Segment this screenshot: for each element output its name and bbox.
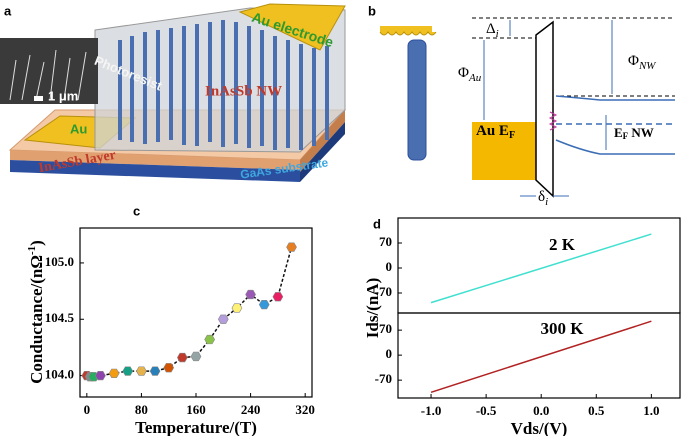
y-tick-label: 0 bbox=[386, 259, 393, 274]
panel-b: b Δi ΦAu ΦNW Au EF EF NW δi bbox=[368, 3, 675, 208]
data-point bbox=[272, 292, 284, 302]
nanowires bbox=[118, 20, 329, 150]
surface-states bbox=[548, 111, 558, 131]
text: Au E bbox=[476, 123, 509, 139]
au-block bbox=[472, 122, 536, 180]
series-line bbox=[430, 320, 652, 393]
au-ef-label: Au EF bbox=[476, 123, 515, 141]
data-point bbox=[190, 351, 202, 362]
label-end: ) bbox=[27, 240, 46, 246]
nanowire bbox=[407, 39, 427, 161]
au-label: Au bbox=[70, 121, 87, 136]
x-axis-label: Vds/(V) bbox=[511, 419, 568, 436]
valence-band bbox=[555, 139, 675, 155]
x-tick-label: 80 bbox=[135, 402, 148, 417]
tip-holder bbox=[380, 26, 432, 32]
subscript: F bbox=[509, 130, 515, 141]
data-point bbox=[217, 314, 229, 324]
panel-label: b bbox=[368, 3, 376, 18]
charts: 104.0 104.5 105.0 0 80 160 240 320 Temperature/(… bbox=[26, 203, 681, 436]
x-tick-label: 160 bbox=[186, 402, 206, 417]
data-point bbox=[95, 370, 106, 381]
x-axis-label: Temperature/(T) bbox=[135, 418, 257, 436]
x-tick-label: 0.0 bbox=[533, 403, 549, 418]
data-point bbox=[163, 363, 175, 373]
x-tick-label: 240 bbox=[241, 402, 261, 417]
electrode-top bbox=[238, 3, 346, 51]
data-point bbox=[231, 303, 243, 313]
layer-side bbox=[300, 110, 345, 172]
subscript: F bbox=[623, 131, 629, 141]
y-tick-label: 70 bbox=[379, 234, 392, 249]
symbol: Φ bbox=[628, 53, 639, 69]
sem-texture bbox=[9, 49, 87, 101]
scale-bar bbox=[34, 96, 43, 101]
label-sup: -1 bbox=[26, 246, 38, 255]
data-point bbox=[136, 366, 147, 376]
data-point bbox=[122, 366, 134, 376]
barrier bbox=[535, 20, 554, 198]
symbol: Δ bbox=[486, 21, 496, 37]
annotation: 300 K bbox=[541, 319, 585, 338]
label-text: Conductance/(nΩ bbox=[27, 255, 46, 384]
panel-label: a bbox=[4, 3, 12, 18]
layer-front bbox=[10, 150, 300, 170]
substrate-front bbox=[10, 160, 300, 182]
y-axis-label: Conductance/(nΩ-1) bbox=[26, 240, 46, 384]
y-tick-label: 104.0 bbox=[45, 367, 74, 382]
data-point bbox=[258, 299, 270, 310]
subscript: i bbox=[545, 196, 548, 208]
data-point bbox=[149, 366, 161, 376]
substrate-side bbox=[300, 122, 345, 182]
x-tick-label: 320 bbox=[295, 402, 315, 417]
y-tick-label: 70 bbox=[379, 321, 392, 336]
symbol: δ bbox=[538, 189, 545, 205]
phi-au-label: ΦAu bbox=[458, 65, 482, 83]
conduction-band bbox=[555, 95, 675, 101]
subscript: i bbox=[496, 28, 499, 40]
data-point bbox=[245, 289, 256, 300]
symbol: Φ bbox=[458, 65, 469, 81]
x-tick-label: 0 bbox=[84, 402, 91, 417]
suffix: NW bbox=[628, 125, 654, 140]
panel-a: a 1 μm Au electrode Photoresist InAsSb N… bbox=[0, 3, 347, 182]
tip-edge bbox=[379, 31, 437, 36]
x-tick-label: 0.5 bbox=[588, 403, 605, 418]
y-tick-label: -70 bbox=[375, 371, 392, 386]
y-tick-label: -70 bbox=[375, 284, 392, 299]
series-line bbox=[86, 246, 293, 378]
y-axis-label: Ids/(nA) bbox=[363, 278, 382, 338]
delta-label: Δi bbox=[486, 21, 499, 39]
text: E bbox=[614, 125, 623, 140]
subscript: Au bbox=[468, 72, 482, 84]
y-tick-label: 105.0 bbox=[45, 254, 74, 269]
x-tick-label: -0.5 bbox=[476, 403, 497, 418]
nanowire-label: InAsSb NW bbox=[205, 83, 282, 99]
x-tick-label: 1.0 bbox=[643, 403, 659, 418]
data-point bbox=[204, 334, 215, 345]
y-tick-label: 0 bbox=[386, 346, 393, 361]
y-tick-label: 104.5 bbox=[45, 310, 75, 325]
subscript: NW bbox=[638, 60, 656, 72]
panel-label: c bbox=[133, 203, 140, 218]
data-point bbox=[286, 242, 297, 252]
plot-frame bbox=[397, 217, 681, 314]
data-point bbox=[177, 352, 188, 363]
panel-label: d bbox=[373, 216, 381, 231]
sem-inset bbox=[0, 38, 98, 104]
data-point bbox=[108, 368, 120, 378]
scale-text: 1 μm bbox=[48, 88, 78, 103]
ef-nw-label: EF NW bbox=[614, 125, 654, 141]
gap-label: δi bbox=[538, 189, 548, 207]
x-tick-label: -1.0 bbox=[421, 403, 442, 418]
phi-nw-label: ΦNW bbox=[628, 53, 656, 71]
series-line bbox=[430, 233, 652, 304]
annotation: 2 K bbox=[549, 235, 576, 254]
